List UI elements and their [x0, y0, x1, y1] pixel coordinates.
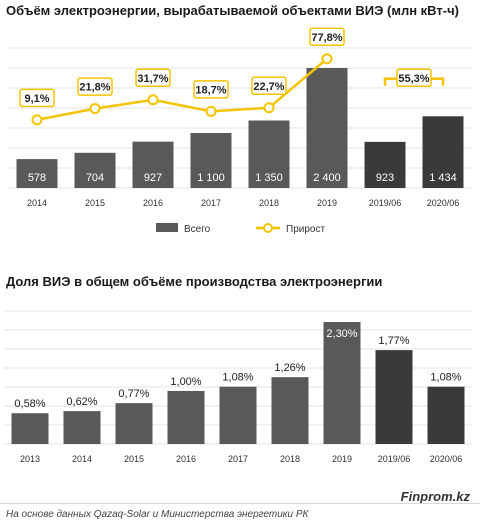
bar	[306, 68, 348, 188]
bar-value-label: 1 100	[197, 172, 225, 184]
bar	[271, 377, 309, 444]
growth-value-label: 9,1%	[24, 93, 49, 105]
bar-value-label: 2,30%	[326, 328, 357, 340]
x-tick-label: 2019/06	[378, 454, 411, 464]
growth-label-box	[135, 68, 171, 88]
growth-label-box	[19, 88, 55, 108]
bar-value-label: 704	[86, 172, 104, 184]
x-tick-label: 2019	[317, 198, 337, 208]
bar-value-label: 2 400	[313, 172, 341, 184]
bar-value-label: 0,58%	[14, 398, 45, 410]
bar	[219, 386, 257, 444]
bar-value-label: 923	[376, 172, 394, 184]
growth-marker	[89, 103, 101, 115]
bar	[63, 411, 101, 444]
growth-label-box	[193, 80, 229, 99]
x-tick-label: 2015	[124, 454, 144, 464]
growth-marker	[147, 94, 159, 106]
growth-label-box	[77, 77, 113, 96]
x-tick-label: 2020/06	[430, 454, 463, 464]
growth-value-label: 22,7%	[253, 81, 284, 93]
bar-value-label: 0,62%	[66, 396, 97, 408]
bar	[74, 152, 116, 188]
bar	[132, 141, 174, 188]
x-tick-label: 2016	[176, 454, 196, 464]
growth-value-label: 31,7%	[137, 73, 168, 85]
x-tick-label: 2016	[143, 198, 163, 208]
growth-marker	[205, 105, 217, 117]
bar	[427, 386, 465, 444]
x-tick-label: 2014	[27, 198, 47, 208]
brand-logo: Finprom.kz	[400, 489, 470, 504]
growth-value-label: 18,7%	[195, 84, 226, 96]
growth-value-label: 21,8%	[79, 82, 110, 94]
legend-marker-growth	[263, 223, 273, 233]
growth-marker	[263, 102, 275, 114]
bar-value-label: 1,08%	[430, 372, 461, 384]
growth-label-box	[251, 76, 287, 96]
bar-value-label: 1,08%	[222, 372, 253, 384]
legend-label-growth: Прирост	[286, 224, 325, 235]
legend-label-total: Всего	[184, 224, 211, 235]
x-tick-label: 2019/06	[369, 198, 402, 208]
x-tick-label: 2014	[72, 454, 92, 464]
bar-value-label: 1,00%	[170, 376, 201, 388]
x-tick-label: 2020/06	[427, 198, 460, 208]
x-tick-label: 2018	[280, 454, 300, 464]
growth-bracket	[383, 77, 445, 86]
bar	[323, 322, 361, 444]
bar	[375, 350, 413, 444]
bar	[364, 141, 406, 188]
renewable-volume-chart: 578 2014 704 2015 927 2016 1 100 2017 1 350 2018 2…	[8, 27, 472, 235]
growth-value-label: 55,3%	[398, 73, 429, 85]
growth-label-box	[309, 27, 345, 47]
x-tick-label: 2017	[201, 198, 221, 208]
x-tick-label: 2019	[332, 454, 352, 464]
bar	[248, 120, 290, 188]
bar	[167, 390, 205, 444]
bar	[190, 133, 232, 188]
bar-value-label: 1 350	[255, 172, 283, 184]
growth-value-label: 77,8%	[311, 32, 342, 44]
x-tick-label: 2013	[20, 454, 40, 464]
bar-value-label: 1,26%	[274, 362, 305, 374]
growth-label-box	[396, 68, 432, 88]
x-tick-label: 2018	[259, 198, 279, 208]
x-tick-label: 2017	[228, 454, 248, 464]
x-tick-label: 2015	[85, 198, 105, 208]
bar	[422, 116, 464, 188]
bar-value-label: 927	[144, 172, 162, 184]
renewable-share-chart: 0,58% 2013 0,62% 2014 0,77% 2015 1,00% 2016 1,08…	[4, 310, 472, 464]
growth-marker	[321, 53, 333, 65]
bar-value-label: 578	[28, 172, 46, 184]
source-note: На основе данных Qazaq-Solar и Министерс…	[6, 509, 309, 520]
bar-value-label: 1,77%	[378, 335, 409, 347]
growth-marker	[31, 114, 43, 126]
bar-value-label: 1 434	[429, 172, 457, 184]
chart1-title: Объём электроэнергии, вырабатываемой объ…	[6, 3, 459, 18]
legend-swatch-total	[156, 223, 178, 232]
bar	[11, 413, 49, 444]
bar	[16, 159, 58, 188]
footer-divider	[0, 503, 480, 504]
bar-value-label: 0,77%	[118, 388, 149, 400]
chart2-title: Доля ВИЭ в общем объёме производства эле…	[6, 274, 383, 289]
bar	[115, 403, 153, 444]
